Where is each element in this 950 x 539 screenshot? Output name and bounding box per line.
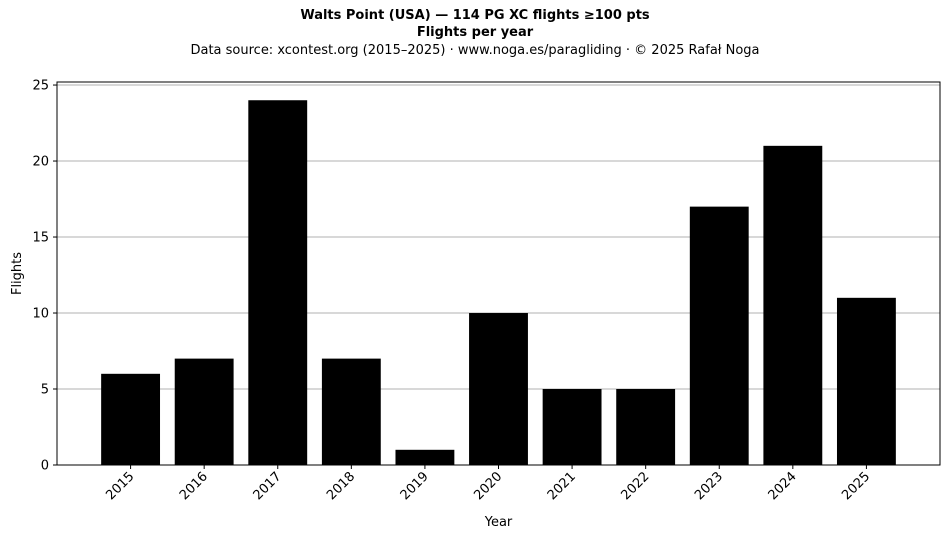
- y-tick-label: 25: [32, 79, 49, 94]
- bar-2015: [101, 373, 161, 465]
- x-tick-label: 2019: [398, 469, 432, 503]
- y-tick-label: 20: [32, 155, 49, 170]
- y-tick-label: 15: [32, 231, 49, 246]
- bar-2017: [248, 100, 308, 465]
- bar-2018: [321, 358, 381, 465]
- y-axis-ticks: 0 5 10 15 20 25: [32, 79, 57, 474]
- bar-2022: [616, 389, 676, 465]
- x-tick-label: 2023: [692, 469, 726, 503]
- bars: [101, 100, 896, 466]
- y-tick-label: 5: [41, 383, 49, 398]
- x-tick-label: 2017: [251, 469, 285, 503]
- bar-2016: [174, 358, 234, 465]
- chart-subtitle: Flights per year: [416, 25, 534, 40]
- chart-source-note: Data source: xcontest.org (2015–2025) · …: [190, 43, 760, 58]
- x-tick-label: 2022: [618, 469, 652, 503]
- y-tick-label: 10: [32, 307, 49, 322]
- bar-2024: [763, 145, 823, 466]
- y-axis-label: Flights: [10, 252, 25, 295]
- x-tick-label: 2020: [471, 469, 505, 503]
- bar-2021: [542, 389, 602, 465]
- x-tick-label: 2018: [324, 469, 358, 503]
- bar-2023: [689, 206, 749, 465]
- chart-title: Walts Point (USA) — 114 PG XC flights ≥1…: [300, 8, 650, 23]
- x-tick-label: 2015: [103, 469, 137, 503]
- y-tick-label: 0: [41, 459, 49, 474]
- x-axis-label: Year: [484, 515, 513, 530]
- bar-2019: [395, 449, 455, 465]
- x-tick-label: 2024: [766, 469, 800, 503]
- x-tick-label: 2016: [177, 469, 211, 503]
- x-tick-label: 2025: [839, 469, 873, 503]
- x-tick-label: 2021: [545, 469, 579, 503]
- x-axis-ticks: 2015 2016 2017 2018 2019 2020 2021 2022 2023 2024…: [103, 465, 873, 503]
- bar-2025: [836, 297, 896, 465]
- bar-2020: [469, 313, 528, 465]
